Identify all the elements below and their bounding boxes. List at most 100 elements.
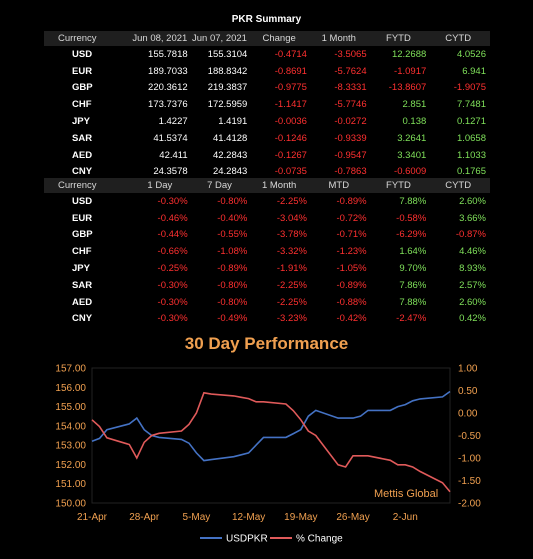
value-cell: -0.46% <box>157 212 188 224</box>
value-cell: 4.46% <box>459 246 486 258</box>
value-cell: 220.3612 <box>148 82 188 94</box>
y-right-tick-label: 0.50 <box>458 386 478 397</box>
value-cell: -0.87% <box>455 229 486 241</box>
value-cell: -0.25% <box>157 263 188 275</box>
value-cell: -0.9775 <box>274 82 307 94</box>
value-cell: 2.60% <box>459 296 486 308</box>
y-right-tick-label: 1.00 <box>458 364 478 375</box>
value-cell: -0.7863 <box>334 166 367 178</box>
table-row: EUR -0.46% -0.40% -3.04% -0.72% -0.58% 3.66% <box>44 210 490 227</box>
table-row: AED -0.30% -0.80% -2.25% -0.88% 7.88% 2.60% <box>44 294 490 311</box>
column-header: FYTD <box>370 31 431 46</box>
value-cell: -0.8691 <box>274 65 307 77</box>
column-header: CYTD <box>430 178 490 193</box>
value-cell: -0.72% <box>336 212 367 224</box>
value-cell: -0.42% <box>336 313 367 325</box>
value-cell: 7.88% <box>399 296 427 308</box>
y-left-tick-label: 150.00 <box>55 499 86 510</box>
x-tick-label: 19-May <box>284 512 317 523</box>
value-cell: -3.04% <box>276 212 307 224</box>
value-cell: -1.0917 <box>394 65 427 77</box>
value-cell: -3.32% <box>276 246 307 258</box>
table-row: CHF 173.7376 172.5959 -1.1417 -5.7746 2.851 7.… <box>44 96 490 113</box>
column-header: FYTD <box>370 178 431 193</box>
value-cell: 3.3401 <box>397 149 427 161</box>
value-cell: 4.0526 <box>456 48 486 60</box>
currency-cell: AED <box>72 296 93 308</box>
value-cell: 1.4227 <box>158 116 188 128</box>
value-cell: -1.05% <box>336 263 367 275</box>
value-cell: 219.3837 <box>207 82 248 94</box>
value-cell: -6.29% <box>396 229 427 241</box>
watermark-text: Mettis Global <box>374 488 438 500</box>
table-row: GBP -0.44% -0.55% -3.78% -0.71% -6.29% -0.87% <box>44 227 490 244</box>
table-row: JPY 1.4227 1.4191 -0.0036 -0.0272 0.138 0.1271 <box>44 113 490 130</box>
value-cell: 0.42% <box>459 313 486 325</box>
value-cell: 1.1033 <box>456 149 486 161</box>
value-cell: -1.23% <box>336 246 367 258</box>
column-header: 7 Day <box>191 178 252 193</box>
pkr-summary-table: Currency Jun 08, 2021 Jun 07, 2021 Change 1 … <box>44 31 490 180</box>
x-tick-label: 21-Apr <box>77 512 108 523</box>
value-cell: -1.08% <box>217 246 248 258</box>
value-cell: -2.47% <box>396 313 427 325</box>
column-header: CYTD <box>430 31 490 46</box>
value-cell: 7.7481 <box>456 99 486 111</box>
value-cell: 9.70% <box>399 263 427 275</box>
y-right-tick-label: 0.00 <box>458 409 478 420</box>
value-cell: 1.0658 <box>456 132 486 144</box>
value-cell: -3.78% <box>276 229 307 241</box>
value-cell: -0.40% <box>217 212 248 224</box>
value-cell: 41.4128 <box>212 132 248 144</box>
value-cell: 2.851 <box>402 99 427 111</box>
value-cell: -0.80% <box>217 279 248 291</box>
y-left-tick-label: 151.00 <box>55 479 86 490</box>
value-cell: -1.91% <box>276 263 307 275</box>
column-header: Currency <box>44 31 132 46</box>
value-cell: -5.7746 <box>334 99 367 111</box>
value-cell: -0.89% <box>217 263 248 275</box>
value-cell: -0.30% <box>157 313 188 325</box>
value-cell: -3.5065 <box>334 48 367 60</box>
table-row: USD 155.7818 155.3104 -0.4714 -3.5065 12.2688… <box>44 46 490 63</box>
value-cell: -0.89% <box>336 279 367 291</box>
currency-cell: CHF <box>72 246 92 258</box>
pct-change-series-line <box>91 391 451 493</box>
value-cell: -2.25% <box>276 279 307 291</box>
table-header-row: Currency 1 Day 7 Day 1 Month MTD FYTD CYTD <box>44 178 490 193</box>
value-cell: -0.88% <box>336 296 367 308</box>
table-row: JPY -0.25% -0.89% -1.91% -1.05% 9.70% 8.93% <box>44 260 490 277</box>
y-left-tick-label: 153.00 <box>55 441 86 452</box>
y-right-tick-label: -1.50 <box>458 476 481 487</box>
table-header-row: Currency Jun 08, 2021 Jun 07, 2021 Change 1 … <box>44 31 490 46</box>
value-cell: -1.1417 <box>274 99 307 111</box>
table-row: GBP 220.3612 219.3837 -0.9775 -8.3331 -13.860… <box>44 80 490 97</box>
x-tick-label: 5-May <box>183 512 211 523</box>
table-row: USD -0.30% -0.80% -2.25% -0.89% 7.88% 2.60% <box>44 193 490 210</box>
currency-cell: JPY <box>72 263 90 275</box>
value-cell: -0.58% <box>396 212 427 224</box>
value-cell: -3.23% <box>276 313 307 325</box>
value-cell: 7.86% <box>399 279 427 291</box>
table-row: CHF -0.66% -1.08% -3.32% -1.23% 1.64% 4.46% <box>44 243 490 260</box>
value-cell: 0.1271 <box>456 116 486 128</box>
value-cell: 0.138 <box>402 116 427 128</box>
value-cell: 172.5959 <box>207 99 248 111</box>
y-left-tick-label: 154.00 <box>55 421 86 432</box>
value-cell: -0.66% <box>157 246 188 258</box>
table-row: AED 42.411 42.2843 -0.1267 -0.9547 3.3401 1.10… <box>44 147 490 164</box>
value-cell: -1.9075 <box>453 82 486 94</box>
currency-cell: EUR <box>72 65 93 77</box>
value-cell: -0.30% <box>157 296 188 308</box>
value-cell: -0.1267 <box>274 149 307 161</box>
currency-cell: GBP <box>72 82 93 94</box>
value-cell: 7.88% <box>399 195 427 207</box>
value-cell: 155.7818 <box>148 48 188 60</box>
value-cell: 173.7376 <box>148 99 188 111</box>
table-row: SAR -0.30% -0.80% -2.25% -0.89% 7.86% 2.57% <box>44 277 490 294</box>
column-header: 1 Month <box>251 178 311 193</box>
value-cell: -0.1246 <box>274 132 307 144</box>
currency-cell: USD <box>72 195 93 207</box>
currency-cell: SAR <box>72 279 93 291</box>
value-cell: -0.55% <box>217 229 248 241</box>
